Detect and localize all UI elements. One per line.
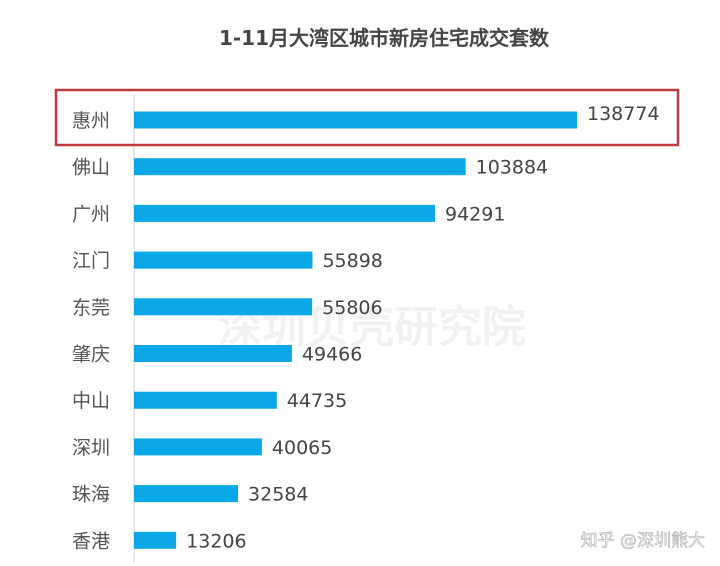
chart-title: 1-11月大湾区城市新房住宅成交套数 xyxy=(219,26,550,50)
bar xyxy=(134,204,435,222)
category-label: 香港 xyxy=(72,530,110,552)
category-label: 中山 xyxy=(72,390,110,412)
category-label: 肇庆 xyxy=(72,344,110,366)
credit-text: 知乎 @深圳熊大 xyxy=(581,531,705,551)
value-label: 13206 xyxy=(186,530,246,552)
category-label: 广州 xyxy=(72,203,110,225)
bar xyxy=(134,531,177,549)
category-label: 惠州 xyxy=(72,110,110,132)
value-label: 40065 xyxy=(272,437,332,459)
value-label: 103884 xyxy=(476,157,549,179)
value-label: 138774 xyxy=(587,103,660,125)
category-label: 深圳 xyxy=(72,437,110,459)
category-label: 珠海 xyxy=(72,484,110,506)
bar xyxy=(134,158,466,176)
bar xyxy=(134,485,239,503)
bar xyxy=(134,298,313,316)
category-label: 江门 xyxy=(72,250,110,272)
value-label: 94291 xyxy=(445,203,505,225)
bar xyxy=(134,111,577,129)
value-label: 32584 xyxy=(248,484,308,506)
category-label: 佛山 xyxy=(72,157,110,179)
bar xyxy=(134,438,262,456)
highlight-box xyxy=(54,88,680,147)
bar xyxy=(134,345,292,362)
value-label: 55806 xyxy=(322,297,382,319)
category-label: 东莞 xyxy=(72,297,110,319)
bar xyxy=(134,391,277,409)
bar xyxy=(134,251,313,269)
value-label: 55898 xyxy=(322,250,382,272)
value-label: 49466 xyxy=(302,344,362,366)
value-label: 44735 xyxy=(287,390,347,412)
